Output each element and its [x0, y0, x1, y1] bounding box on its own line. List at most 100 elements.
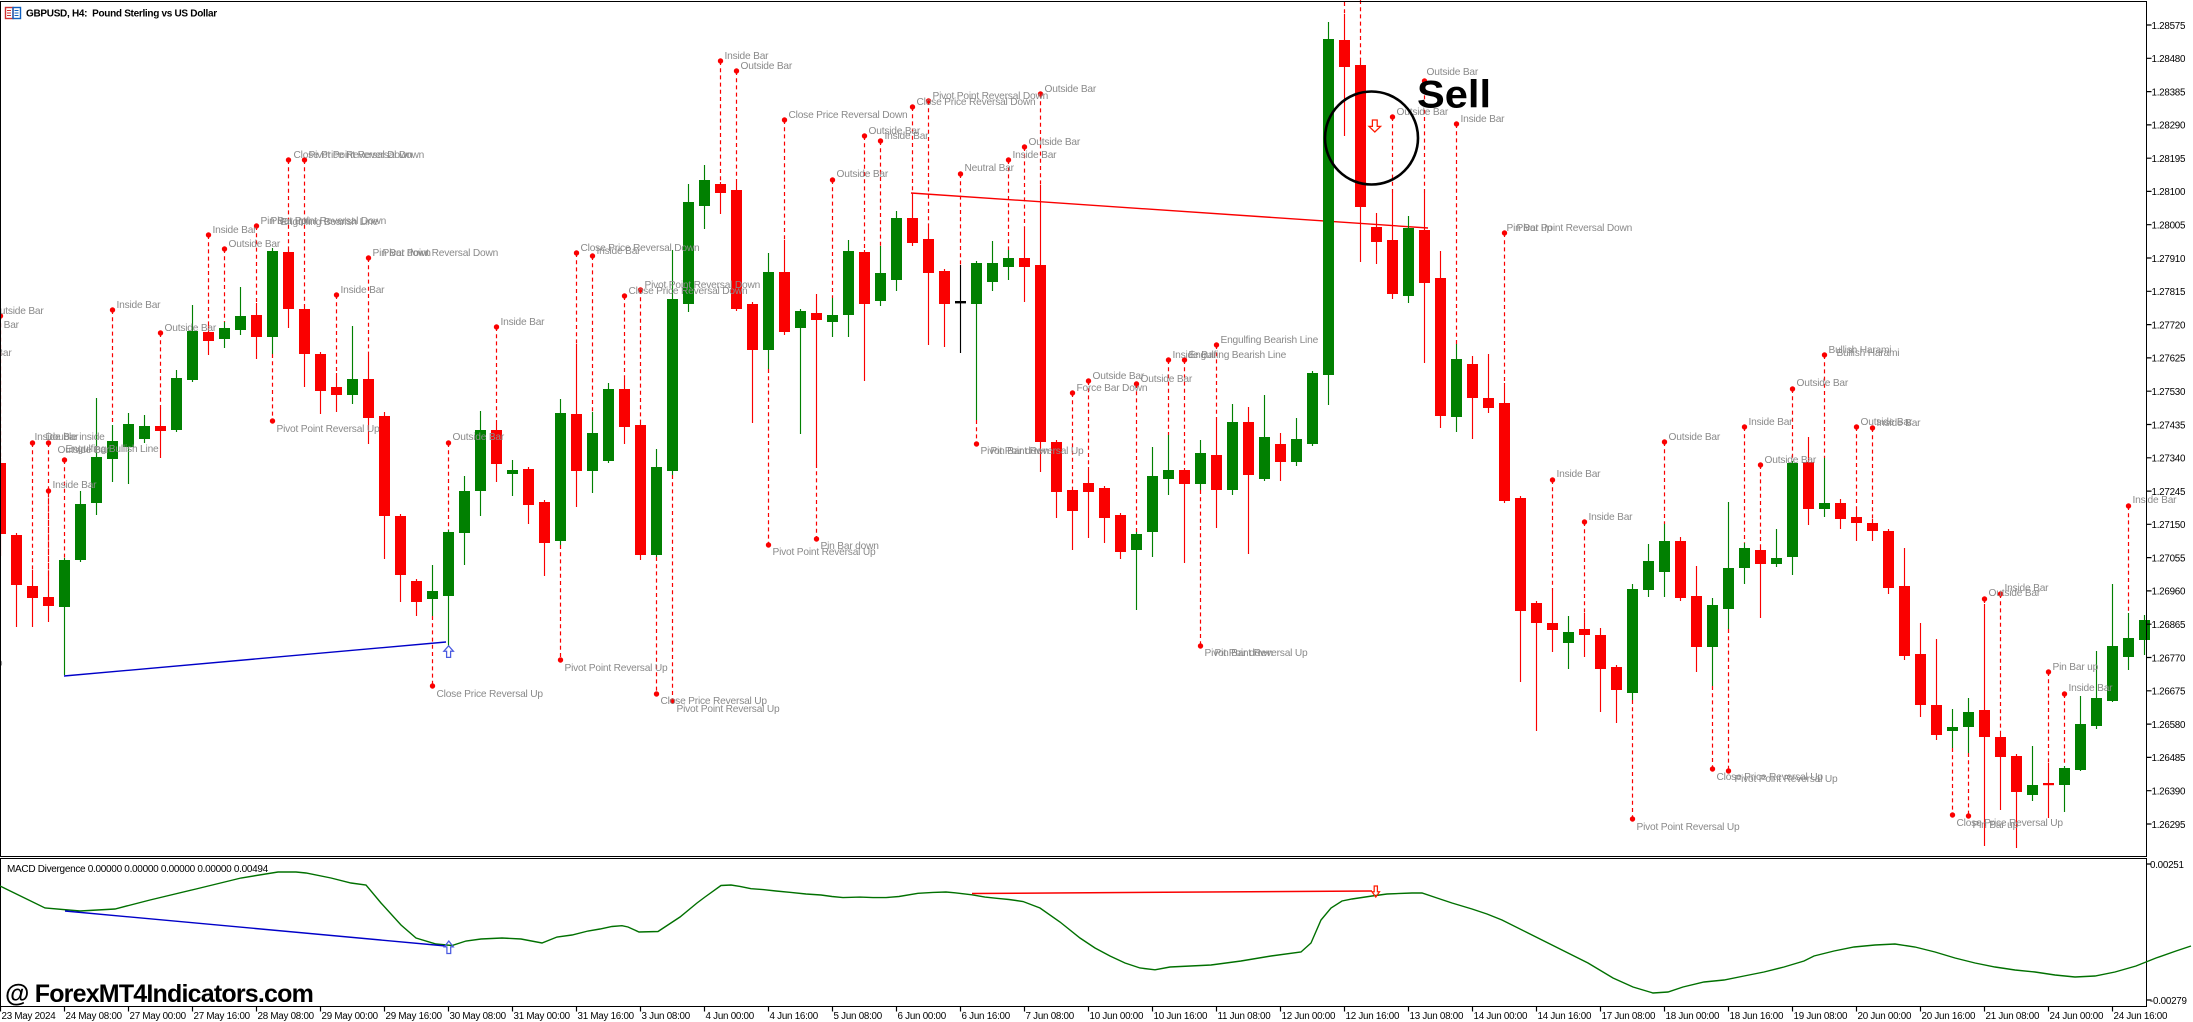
- svg-text:20 Jun 00:00: 20 Jun 00:00: [1858, 1011, 1912, 1022]
- svg-text:4 Jun 00:00: 4 Jun 00:00: [706, 1011, 755, 1022]
- svg-text:Engulfing Bearish Line: Engulfing Bearish Line: [1221, 335, 1319, 346]
- svg-text:1.26865: 1.26865: [2152, 620, 2186, 631]
- svg-text:@ ForexMT4Indicators.com: @ ForexMT4Indicators.com: [5, 980, 313, 1008]
- svg-text:Inside Bar: Inside Bar: [1877, 418, 1922, 429]
- svg-text:Outside Bar: Outside Bar: [837, 169, 889, 180]
- svg-text:Pivot Point Reversal Up: Pivot Point Reversal Up: [1637, 822, 1741, 833]
- svg-text:Inside Bar: Inside Bar: [2133, 495, 2178, 506]
- svg-text:12 Jun 16:00: 12 Jun 16:00: [1346, 1011, 1400, 1022]
- svg-text:Inside Bar: Inside Bar: [501, 317, 546, 328]
- svg-text:Pin Bar up: Pin Bar up: [2053, 662, 2099, 673]
- svg-text:4 Jun 16:00: 4 Jun 16:00: [770, 1011, 819, 1022]
- svg-text:Close Price Reversal Down: Close Price Reversal Down: [294, 150, 413, 161]
- svg-text:Outside Bar: Outside Bar: [869, 126, 921, 137]
- svg-text:1.27530: 1.27530: [2152, 387, 2186, 398]
- svg-text:1.28100: 1.28100: [2152, 187, 2186, 198]
- svg-text:Pivot Point Reversal Up: Pivot Point Reversal Up: [1735, 774, 1839, 785]
- svg-text:Outside Bar: Outside Bar: [1093, 371, 1145, 382]
- svg-text:Outside Bar: Outside Bar: [1989, 588, 2041, 599]
- svg-text:Outside Bar: Outside Bar: [0, 306, 44, 317]
- svg-text:Inside Bar: Inside Bar: [1461, 114, 1506, 125]
- svg-text:Outside Bar: Outside Bar: [1029, 137, 1081, 148]
- svg-text:6 Jun 00:00: 6 Jun 00:00: [898, 1011, 947, 1022]
- svg-text:Pivot Point Reversal Down: Pivot Point Reversal Down: [645, 280, 761, 291]
- svg-text:1.28575: 1.28575: [2152, 21, 2186, 32]
- svg-text:Inside Bar: Inside Bar: [213, 225, 258, 236]
- svg-text:Pin Bar down: Pin Bar down: [991, 446, 1049, 457]
- svg-text:24 May 08:00: 24 May 08:00: [66, 1011, 123, 1022]
- svg-text:Sell: Sell: [1417, 74, 1491, 117]
- svg-text:11 Jun 08:00: 11 Jun 08:00: [1218, 1011, 1272, 1022]
- svg-text:Outside Bar: Outside Bar: [1045, 84, 1097, 95]
- svg-text:1.27720: 1.27720: [2152, 320, 2186, 331]
- svg-text:27 May 00:00: 27 May 00:00: [130, 1011, 187, 1022]
- svg-text:1.27340: 1.27340: [2152, 454, 2186, 465]
- svg-text:Pin Bar up: Pin Bar up: [261, 216, 307, 227]
- svg-text:Inside Bar: Inside Bar: [117, 300, 162, 311]
- svg-text:Close Price Reversal Up: Close Price Reversal Up: [1957, 818, 2064, 829]
- svg-text:10 Jun 16:00: 10 Jun 16:00: [1154, 1011, 1208, 1022]
- svg-text:1.28195: 1.28195: [2152, 154, 2186, 165]
- svg-text:1.27910: 1.27910: [2152, 254, 2186, 265]
- svg-text:1.28385: 1.28385: [2152, 87, 2186, 98]
- svg-text:Close Price Reversal Down: Close Price Reversal Down: [581, 243, 700, 254]
- svg-text:31 May 16:00: 31 May 16:00: [578, 1011, 635, 1022]
- svg-text:Outside Bar: Outside Bar: [1797, 378, 1849, 389]
- svg-text:Force Bar Down: Force Bar Down: [1077, 383, 1148, 394]
- svg-text:30 May 08:00: 30 May 08:00: [450, 1011, 507, 1022]
- svg-text:Inside Bar: Inside Bar: [2069, 683, 2114, 694]
- svg-text:24 Jun 16:00: 24 Jun 16:00: [2114, 1011, 2168, 1022]
- svg-text:Double inside: Double inside: [46, 432, 106, 443]
- svg-text:Close Price Reversal Down: Close Price Reversal Down: [917, 97, 1036, 108]
- svg-text:19 Jun 08:00: 19 Jun 08:00: [1794, 1011, 1848, 1022]
- svg-text:Inside Bar: Inside Bar: [885, 131, 930, 142]
- svg-text:3 Jun 08:00: 3 Jun 08:00: [642, 1011, 691, 1022]
- svg-text:Inside Bar: Inside Bar: [0, 320, 20, 331]
- svg-text:6 Jun 16:00: 6 Jun 16:00: [962, 1011, 1011, 1022]
- svg-text:1.26390: 1.26390: [2152, 787, 2186, 798]
- svg-text:18 Jun 00:00: 18 Jun 00:00: [1666, 1011, 1720, 1022]
- svg-text:10 Jun 00:00: 10 Jun 00:00: [1090, 1011, 1144, 1022]
- svg-text:Inside Bar: Inside Bar: [53, 480, 98, 491]
- svg-text:Outside Bar: Outside Bar: [229, 239, 281, 250]
- svg-text:1.27815: 1.27815: [2152, 287, 2186, 298]
- svg-text:1.27435: 1.27435: [2152, 420, 2186, 431]
- svg-text:Neutral Bar: Neutral Bar: [965, 163, 1015, 174]
- svg-text:Outside Bar: Outside Bar: [1427, 67, 1479, 78]
- svg-text:Pivot Point Reversal Down: Pivot Point Reversal Down: [933, 91, 1049, 102]
- svg-text:1.26960: 1.26960: [2152, 587, 2186, 598]
- svg-text:Inside Bar: Inside Bar: [725, 51, 770, 62]
- svg-text:13 Jun 08:00: 13 Jun 08:00: [1410, 1011, 1464, 1022]
- svg-text:Inside Bar: Inside Bar: [597, 246, 642, 257]
- svg-text:Pin Bar down: Pin Bar down: [1215, 648, 1273, 659]
- svg-text:Engulfing Bearish Line: Engulfing Bearish Line: [1189, 350, 1287, 361]
- svg-text:Inside Bar: Inside Bar: [1749, 417, 1794, 428]
- svg-text:Inside Bar: Inside Bar: [1013, 150, 1058, 161]
- svg-text:7 Jun 08:00: 7 Jun 08:00: [1026, 1011, 1075, 1022]
- svg-text:1.28290: 1.28290: [2152, 121, 2186, 132]
- svg-text:Pivot Point Reversal Down: Pivot Point Reversal Down: [383, 248, 499, 259]
- svg-text:Outside Bar: Outside Bar: [741, 61, 793, 72]
- svg-text:18 Jun 16:00: 18 Jun 16:00: [1730, 1011, 1784, 1022]
- svg-text:Outside Bar: Outside Bar: [1669, 432, 1721, 443]
- svg-text:1.28480: 1.28480: [2152, 54, 2186, 65]
- svg-text:Pivot Point Reversal Up: Pivot Point Reversal Up: [773, 547, 877, 558]
- svg-text:24 Jun 00:00: 24 Jun 00:00: [2050, 1011, 2104, 1022]
- svg-text:Outside Bar: Outside Bar: [0, 348, 12, 359]
- svg-text:Pin Bar up: Pin Bar up: [1973, 820, 2019, 831]
- svg-text:Pivot Point Reversal Up: Pivot Point Reversal Up: [981, 446, 1085, 457]
- svg-text:Outside Bar: Outside Bar: [58, 445, 110, 456]
- svg-text:Bullish Harami: Bullish Harami: [1837, 348, 1900, 359]
- svg-text:Pin Bar down: Pin Bar down: [373, 248, 431, 259]
- svg-text:Close Price Reversal Up: Close Price Reversal Up: [661, 696, 768, 707]
- svg-text:Inside Bar: Inside Bar: [35, 432, 80, 443]
- svg-text:27 May 16:00: 27 May 16:00: [194, 1011, 251, 1022]
- svg-text:28 May 08:00: 28 May 08:00: [258, 1011, 315, 1022]
- svg-text:Inside Bar: Inside Bar: [341, 285, 386, 296]
- svg-text:0.00251: 0.00251: [2150, 860, 2184, 871]
- svg-text:Inside Bar: Inside Bar: [2005, 583, 2050, 594]
- svg-text:1.26580: 1.26580: [2152, 720, 2186, 731]
- svg-text:-0.00279: -0.00279: [2150, 996, 2187, 1007]
- svg-text:Pivot Point Reversal Up: Pivot Point Reversal Up: [1205, 648, 1309, 659]
- svg-text:Close Price Reversal Down: Close Price Reversal Down: [629, 286, 748, 297]
